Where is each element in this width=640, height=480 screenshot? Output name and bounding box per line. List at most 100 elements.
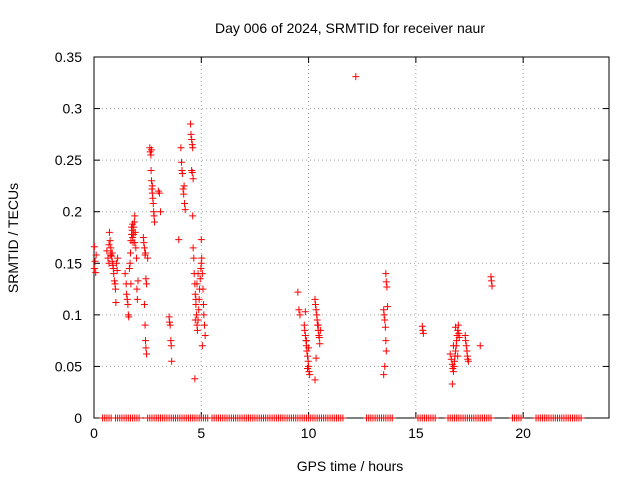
y-tick-label: 0.2 <box>63 204 83 220</box>
data-point <box>314 321 322 329</box>
x-tick-label: 20 <box>515 425 531 441</box>
data-point <box>380 311 388 319</box>
data-point <box>148 177 156 185</box>
y-tick-label: 0.35 <box>55 49 82 65</box>
data-point <box>199 285 207 293</box>
data-point <box>189 212 197 220</box>
data-point <box>134 277 142 285</box>
data-point <box>462 342 470 350</box>
data-point <box>455 334 463 342</box>
data-point <box>180 182 188 190</box>
data-point <box>132 254 140 262</box>
data-point <box>155 189 163 197</box>
data-point <box>462 337 470 345</box>
data-point <box>384 303 392 311</box>
data-point <box>180 190 188 198</box>
data-point <box>197 236 205 244</box>
data-point <box>312 354 320 362</box>
plot-frame <box>93 56 610 419</box>
data-point <box>448 380 456 388</box>
data-point <box>191 316 199 324</box>
data-point <box>105 228 113 236</box>
data-point <box>175 236 183 244</box>
data-point <box>476 342 484 350</box>
data-point <box>189 244 197 252</box>
data-point <box>178 170 186 178</box>
data-point <box>190 254 198 262</box>
data-point <box>304 364 312 372</box>
data-point <box>92 251 100 259</box>
data-point <box>142 344 150 352</box>
data-point <box>201 321 209 329</box>
data-point <box>121 270 129 278</box>
x-tick-label: 5 <box>197 425 205 441</box>
data-point <box>177 144 185 152</box>
data-point <box>168 357 176 365</box>
data-point <box>449 368 457 376</box>
data-point <box>431 414 439 422</box>
data-point <box>90 264 98 272</box>
data-point <box>166 318 174 326</box>
x-axis-label: GPS time / hours <box>297 458 404 474</box>
data-point <box>296 311 304 319</box>
data-point <box>147 151 155 159</box>
data-point <box>388 414 396 422</box>
data-point <box>311 301 319 309</box>
data-point <box>303 347 311 355</box>
data-point <box>452 323 460 331</box>
data-point <box>577 414 585 422</box>
y-axis-label: SRMTID / TECUs <box>5 183 21 293</box>
data-point <box>517 414 525 422</box>
data-point <box>381 323 389 331</box>
data-point <box>108 249 116 257</box>
data-point <box>196 275 204 283</box>
data-point <box>382 347 390 355</box>
data-point <box>143 350 151 358</box>
x-tick-label: 10 <box>301 425 317 441</box>
x-tick-label: 15 <box>408 425 424 441</box>
data-point <box>188 169 196 177</box>
data-point <box>382 337 390 345</box>
data-point <box>126 249 134 257</box>
data-point <box>315 334 323 342</box>
y-tick-label: 0.15 <box>55 255 82 271</box>
data-point <box>167 342 175 350</box>
data-point <box>191 290 199 298</box>
data-point <box>103 247 111 255</box>
data-point <box>128 223 136 231</box>
data-point <box>312 306 320 314</box>
data-point <box>193 280 201 288</box>
data-point <box>381 362 389 370</box>
data-point <box>111 285 119 293</box>
data-point <box>198 254 206 262</box>
data-point <box>189 175 197 183</box>
data-point <box>194 270 202 278</box>
data-point <box>383 283 391 291</box>
data-point <box>339 414 347 422</box>
data-point <box>191 375 199 383</box>
data-point <box>106 237 114 245</box>
axis-ticks <box>93 56 609 419</box>
data-point <box>133 285 141 293</box>
data-point <box>110 270 118 278</box>
y-tick-label: 0.3 <box>63 101 83 117</box>
data-point <box>140 244 148 252</box>
data-point <box>302 337 310 345</box>
data-points <box>90 73 585 422</box>
chart-title: Day 006 of 2024, SRMTID for receiver nau… <box>215 20 485 36</box>
data-point <box>200 311 208 319</box>
data-point <box>419 329 427 337</box>
data-point <box>188 136 196 144</box>
tick-labels: 0 5 10 15 20 0 0.05 0.1 0.15 0.2 0.25 0.3 0.35 <box>55 49 531 441</box>
data-point <box>108 252 116 260</box>
data-point <box>127 280 135 288</box>
data-point <box>306 371 314 379</box>
data-point <box>125 264 133 272</box>
data-point <box>130 230 138 238</box>
data-point <box>131 239 139 247</box>
data-point <box>142 249 149 257</box>
data-point <box>449 342 457 350</box>
y-tick-label: 0.05 <box>55 358 82 374</box>
data-point <box>352 73 360 81</box>
data-point <box>301 331 309 339</box>
